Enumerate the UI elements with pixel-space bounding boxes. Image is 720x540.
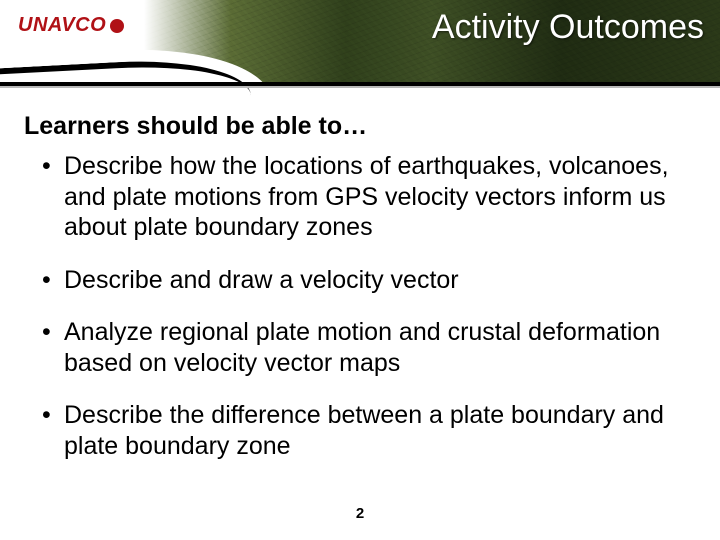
content-area: Learners should be able to… Describe how… [24, 112, 696, 483]
lead-text: Learners should be able to… [24, 112, 696, 141]
logo-text: UNAVCO [18, 14, 106, 37]
unavco-logo: UNAVCO [18, 14, 124, 37]
logo-dot-icon [110, 19, 124, 33]
slide: UNAVCO Activity Outcomes Learners should… [0, 0, 720, 540]
list-item: Describe and draw a velocity vector [64, 265, 696, 296]
list-item: Describe the difference between a plate … [64, 400, 696, 461]
banner-underline [0, 82, 720, 86]
list-item: Describe how the locations of earthquake… [64, 151, 696, 243]
slide-title: Activity Outcomes [432, 8, 704, 47]
outcomes-list: Describe how the locations of earthquake… [24, 151, 696, 461]
page-number: 2 [0, 505, 720, 522]
list-item: Analyze regional plate motion and crusta… [64, 317, 696, 378]
